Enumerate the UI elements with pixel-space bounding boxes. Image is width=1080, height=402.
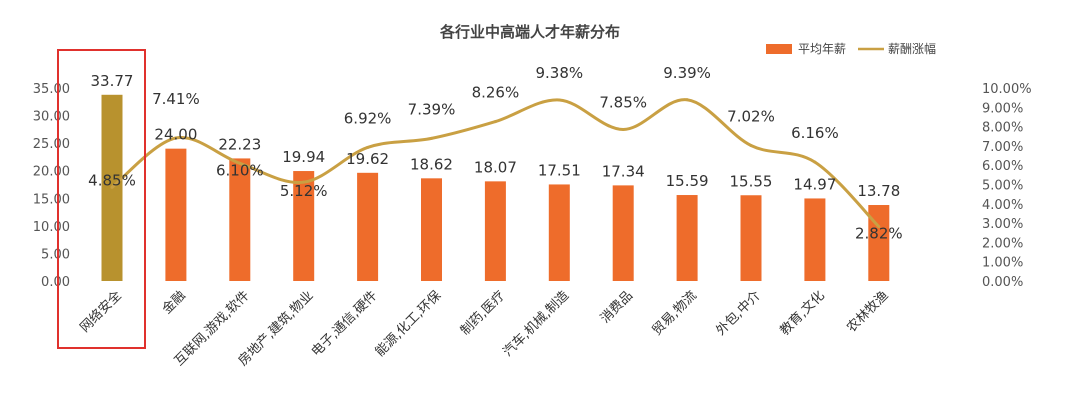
- bar-value-label: 19.62: [346, 150, 389, 168]
- bar: [357, 172, 379, 281]
- category-label: 电子,通信,硬件: [309, 288, 381, 360]
- bar: [484, 181, 506, 281]
- line-value-label: 9.39%: [663, 64, 711, 82]
- bar-value-label: 15.59: [666, 172, 709, 190]
- line-value-label: 6.10%: [216, 161, 264, 179]
- bar-value-label: 18.07: [474, 158, 517, 176]
- line-value-label: 7.85%: [599, 93, 647, 111]
- category-label: 教育,文化: [777, 288, 828, 339]
- bar: [421, 178, 442, 281]
- line-point: [685, 98, 689, 102]
- line-point: [430, 136, 433, 140]
- right-axis-tick: 0.00%: [982, 275, 1023, 290]
- line-point: [877, 225, 881, 229]
- category-label: 能源,化工,环保: [373, 288, 445, 360]
- bar-value-label: 24.00: [154, 126, 197, 144]
- right-axis-tick: 9.00%: [982, 101, 1023, 116]
- line-point: [110, 185, 114, 189]
- line-value-labels: 4.85% 7.41% 6.10% 5.12% 6.92% 7.39% 8.26% 9.38%…: [88, 64, 902, 243]
- category-label: 贸易,物流: [650, 288, 700, 338]
- bar-value-label: 19.94: [282, 148, 325, 166]
- left-axis-tick: 20.00: [33, 165, 70, 180]
- bar-value-label: 15.55: [730, 172, 773, 190]
- right-axis-tick: 4.00%: [982, 198, 1023, 213]
- left-axis-tick: 15.00: [33, 192, 70, 207]
- bar: [229, 158, 251, 281]
- category-label: 消费品: [598, 288, 636, 326]
- right-axis-tick: 10.00%: [982, 82, 1032, 97]
- bar: [676, 195, 698, 281]
- line-value-label: 2.82%: [855, 225, 903, 243]
- line-point: [238, 161, 242, 165]
- bar-value-labels: 33.77 24.00 22.23 19.94 19.62 18.62 18.07 17.51…: [91, 72, 901, 200]
- bar-value-label: 33.77: [91, 72, 134, 90]
- category-label: 金融: [159, 288, 189, 318]
- line-value-label: 6.92%: [344, 109, 392, 127]
- bar-value-label: 17.34: [602, 162, 645, 180]
- line-point: [813, 160, 817, 164]
- bar: [548, 184, 570, 281]
- category-label: 外包,中介: [714, 288, 764, 338]
- line-point: [174, 136, 178, 140]
- bar-value-label: 14.97: [793, 175, 836, 193]
- right-axis-tick: 7.00%: [982, 140, 1023, 155]
- line-point: [302, 180, 306, 184]
- line-point: [749, 144, 753, 148]
- line-point: [366, 145, 370, 149]
- left-axis-tick: 0.00: [41, 275, 70, 290]
- line-series: [110, 98, 881, 229]
- right-axis-tick: 2.00%: [982, 236, 1023, 251]
- bar-value-label: 13.78: [857, 182, 900, 200]
- bar-value-label: 18.62: [410, 155, 453, 173]
- category-label: 制药,医疗: [458, 288, 508, 338]
- line-value-label: 7.39%: [408, 100, 456, 118]
- legend-bar-swatch: [766, 44, 792, 54]
- category-labels: 网络安全 金融互联网,游戏,软件房地产,建筑,物业电子,通信,硬件能源,化工,环保…: [77, 288, 892, 370]
- legend-bar-label: 平均年薪: [798, 42, 846, 56]
- category-label: 汽车,机械,制造: [500, 288, 572, 360]
- line-value-label: 6.16%: [791, 124, 839, 142]
- left-axis-tick: 25.00: [33, 137, 70, 152]
- category-label: 网络安全: [77, 288, 125, 336]
- right-axis-tick: 5.00%: [982, 179, 1023, 194]
- line-value-label: 8.26%: [472, 84, 520, 102]
- category-label: 农林牧渔: [844, 288, 891, 335]
- right-axis-tick: 1.00%: [982, 256, 1023, 271]
- line-point: [621, 127, 625, 131]
- chart-title: 各行业中高端人才年薪分布: [439, 23, 620, 41]
- bar-value-label: 22.23: [218, 135, 261, 153]
- right-axis: 0.00% 1.00% 2.00% 3.00% 4.00% 5.00% 6.00% 7.00%…: [982, 82, 1032, 290]
- legend-line-label: 薪酬涨幅: [888, 41, 936, 56]
- bar: [165, 148, 187, 281]
- line-value-label: 9.38%: [535, 64, 583, 82]
- line-point: [557, 98, 561, 102]
- right-axis-tick: 8.00%: [982, 121, 1023, 136]
- left-axis: 0.00 5.00 10.00 15.00 20.00 25.00 30.00 35.00: [33, 82, 70, 290]
- line-value-label: 7.41%: [152, 90, 200, 108]
- line-value-label: 5.12%: [280, 182, 328, 200]
- bar-value-label: 17.51: [538, 161, 581, 179]
- line-value-label: 4.85%: [88, 171, 136, 189]
- left-axis-tick: 35.00: [33, 82, 70, 97]
- right-axis-tick: 6.00%: [982, 159, 1023, 174]
- bar: [740, 195, 762, 281]
- line-value-label: 7.02%: [727, 108, 775, 126]
- bar: [612, 185, 634, 281]
- legend: 平均年薪 薪酬涨幅: [766, 41, 936, 56]
- highlight-box: [57, 49, 146, 349]
- bar: [804, 198, 826, 281]
- bar: [868, 205, 890, 281]
- line-point: [493, 120, 497, 124]
- bar: [293, 171, 315, 281]
- left-axis-tick: 10.00: [33, 220, 70, 235]
- left-axis-tick: 30.00: [33, 110, 70, 125]
- right-axis-tick: 3.00%: [982, 217, 1023, 232]
- bar-series: [101, 94, 890, 282]
- left-axis-tick: 5.00: [41, 247, 70, 262]
